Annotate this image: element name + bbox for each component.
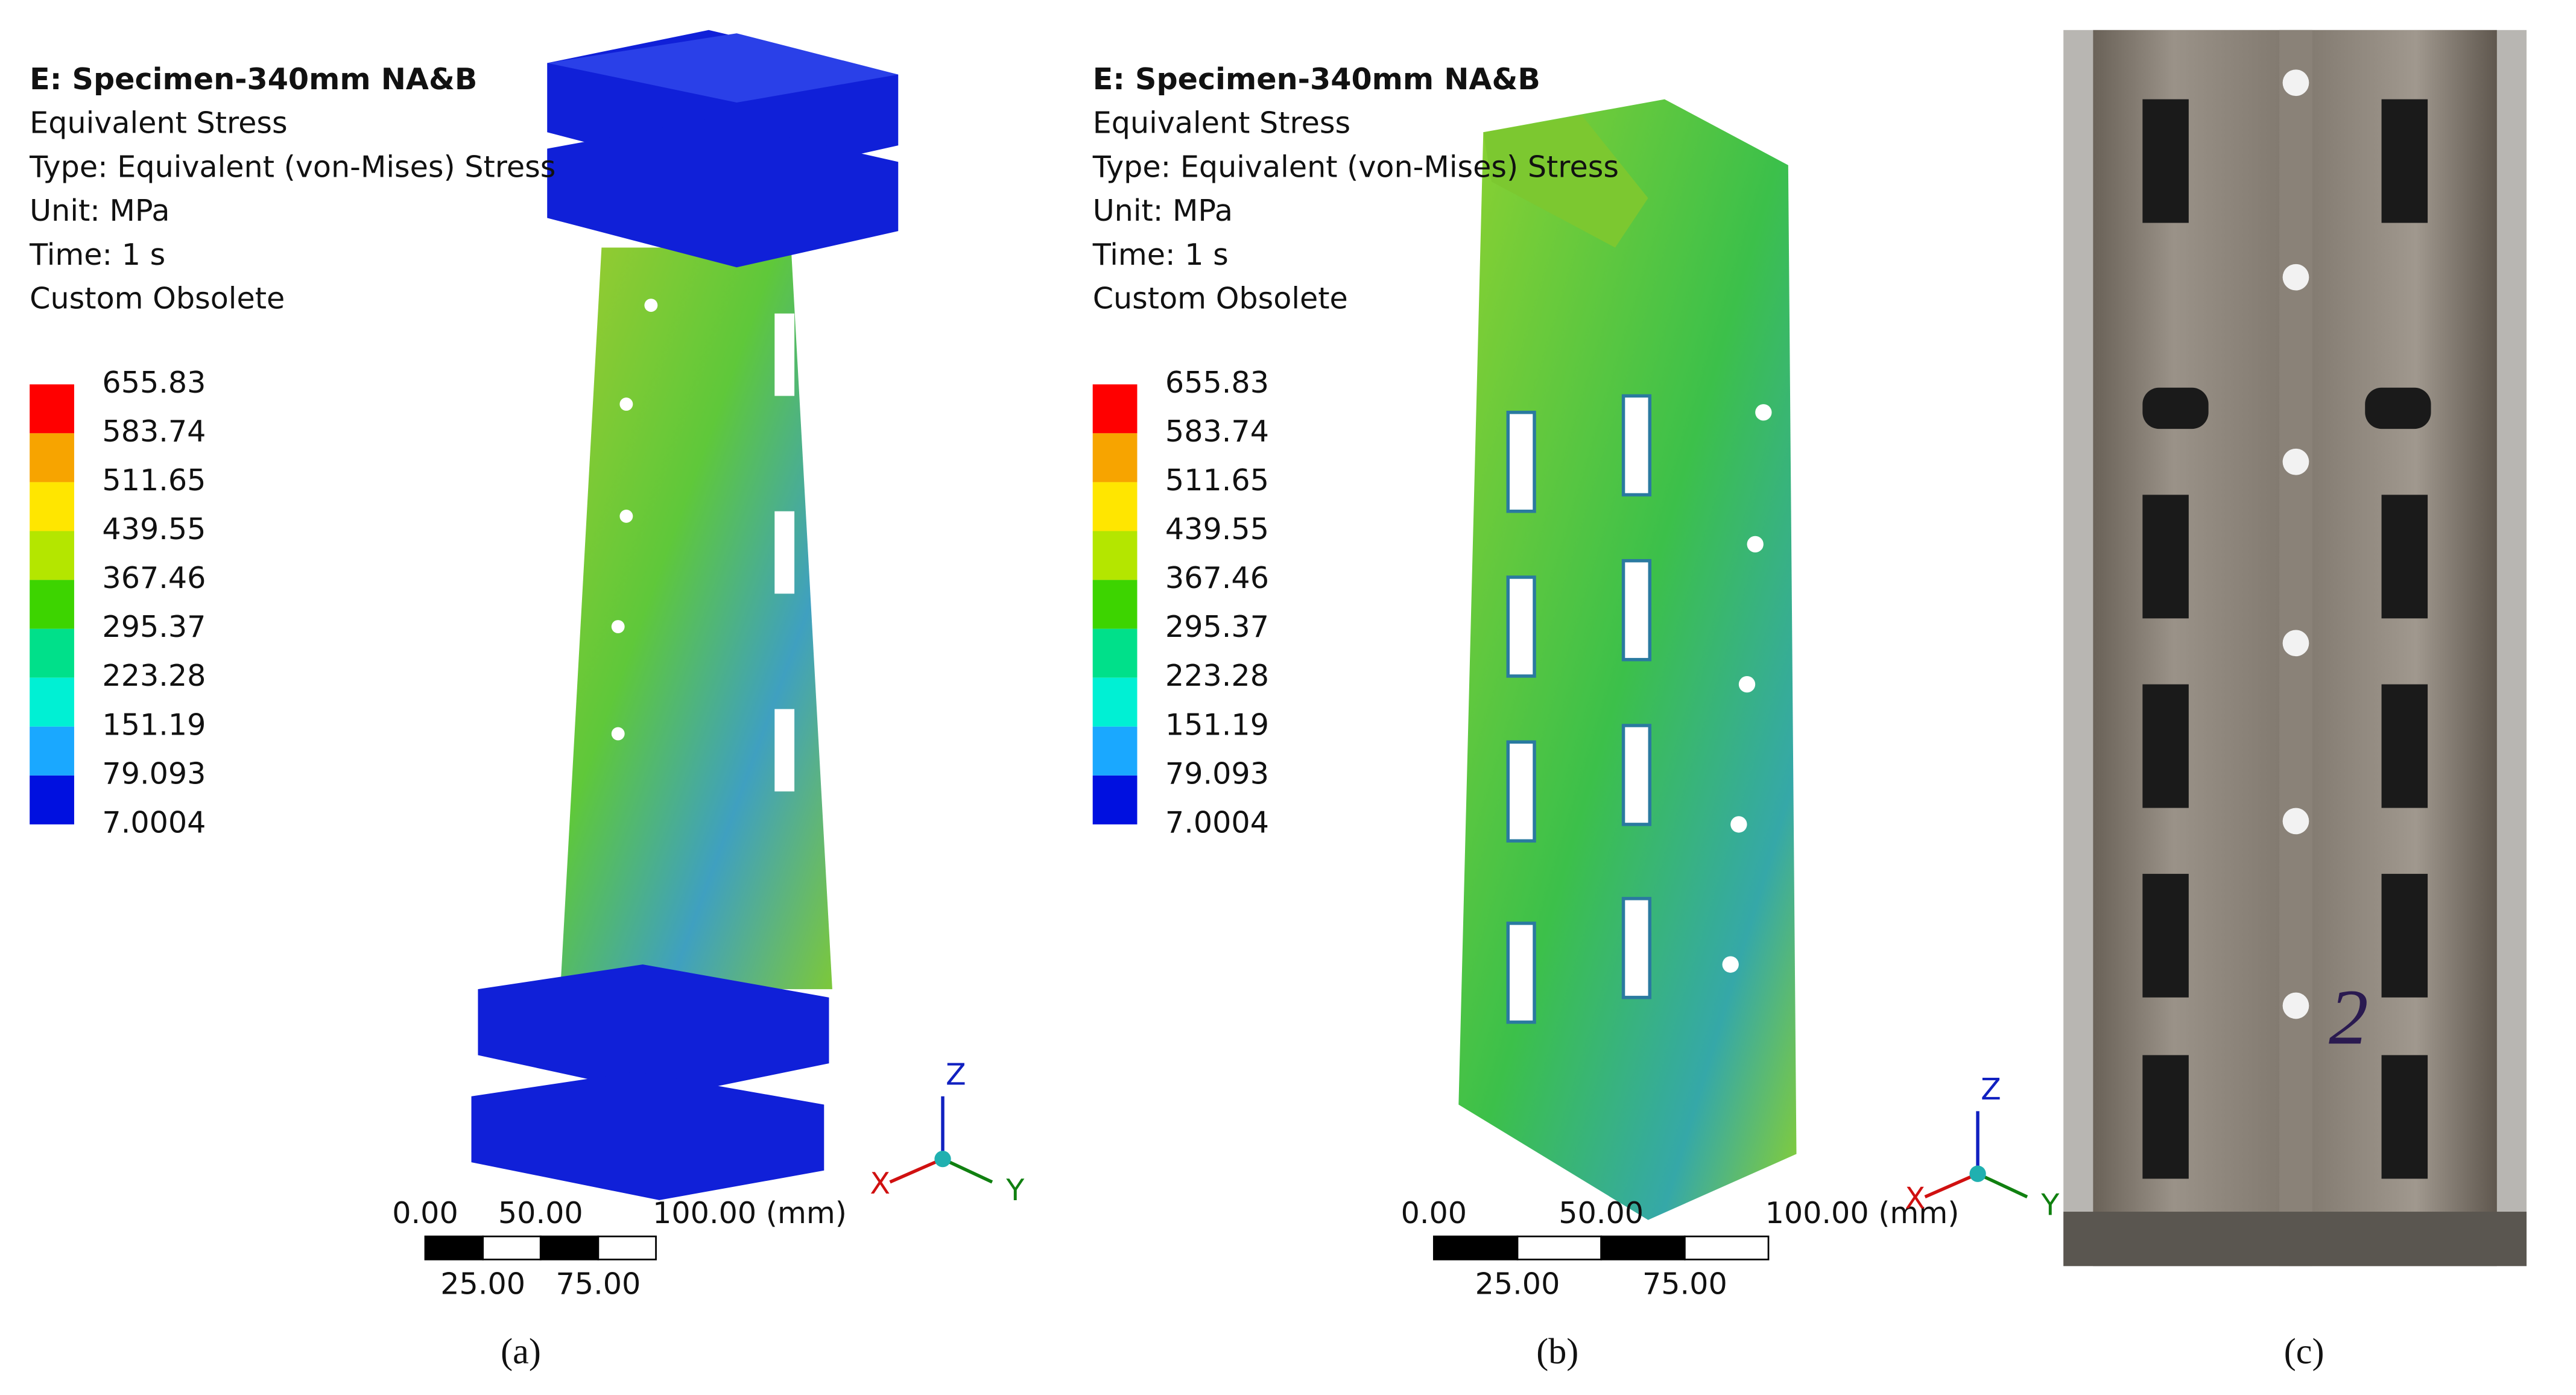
legend-value: 295.37 xyxy=(102,609,206,644)
handwritten-mark: 2 xyxy=(2329,973,2369,1061)
legend-swatch xyxy=(30,775,74,824)
scale-segment xyxy=(1432,1235,1519,1261)
scale-segment xyxy=(539,1235,600,1261)
legend-swatch xyxy=(1092,482,1138,531)
legend-swatch xyxy=(1092,775,1138,824)
header-line: Time: 1 s xyxy=(1092,237,1229,272)
header-line: Unit: MPa xyxy=(30,193,169,228)
caption: (c) xyxy=(2284,1332,2324,1372)
axis-y xyxy=(1976,1172,2028,1198)
header-line: Equivalent Stress xyxy=(30,106,287,141)
header-line: Type: Equivalent (von-Mises) Stress xyxy=(1092,149,1619,184)
axis-x xyxy=(889,1157,944,1184)
axis-origin xyxy=(934,1150,951,1168)
legend-value: 583.74 xyxy=(1165,414,1269,449)
legend-swatch xyxy=(30,580,74,629)
header-line: Time: 1 s xyxy=(29,237,165,272)
legend-value: 223.28 xyxy=(102,658,206,693)
axis-label: Y xyxy=(2040,1187,2060,1222)
scale-label: 50.00 xyxy=(498,1195,583,1230)
legend-value: 295.37 xyxy=(1165,609,1269,644)
scale-segment xyxy=(424,1235,484,1261)
legend-swatch xyxy=(30,628,74,678)
axis-label: Z xyxy=(946,1057,966,1092)
legend-swatch xyxy=(1092,628,1138,678)
axis-x xyxy=(1924,1172,1979,1198)
legend-swatch xyxy=(1092,580,1138,629)
legend-value: 511.65 xyxy=(1165,463,1269,498)
legend-value: 79.093 xyxy=(102,756,206,791)
axis-label: X xyxy=(1905,1180,1925,1215)
scale-segment xyxy=(1516,1235,1603,1261)
legend-swatch xyxy=(30,433,74,482)
legend-value: 439.55 xyxy=(102,511,206,546)
scale-segment xyxy=(597,1235,657,1261)
legend-value: 655.83 xyxy=(1165,365,1269,400)
axis-origin xyxy=(1969,1165,1986,1182)
scale-label: 100.00 (mm) xyxy=(653,1195,847,1230)
legend-value: 367.46 xyxy=(102,560,206,595)
legend-value: 583.74 xyxy=(102,414,206,449)
scale-segment xyxy=(1683,1235,1770,1261)
legend-swatch xyxy=(30,726,74,776)
legend-swatch xyxy=(30,677,74,727)
legend-value: 367.46 xyxy=(1165,560,1269,595)
axis-label: X xyxy=(870,1166,890,1201)
header-title: E: Specimen-340mm NA&B xyxy=(30,62,477,96)
legend-value: 7.0004 xyxy=(1165,805,1269,840)
axis-y xyxy=(941,1157,993,1184)
scale-label: 75.00 xyxy=(556,1267,641,1302)
scale-label: 25.00 xyxy=(1475,1267,1560,1302)
scale-label: 25.00 xyxy=(440,1267,525,1302)
legend-value: 439.55 xyxy=(1165,511,1269,546)
legend-value: 79.093 xyxy=(1165,756,1269,791)
legend-value: 223.28 xyxy=(1165,658,1269,693)
axis-label: Y xyxy=(1005,1172,1025,1207)
scale-label: 0.00 xyxy=(1401,1195,1467,1230)
caption: (b) xyxy=(1536,1332,1578,1372)
header-line: Type: Equivalent (von-Mises) Stress xyxy=(29,149,555,184)
header-line: Unit: MPa xyxy=(1093,193,1233,228)
axis-label: Z xyxy=(1981,1072,2001,1107)
scale-label: 100.00 (mm) xyxy=(1765,1195,1960,1230)
scale-segment xyxy=(1600,1235,1686,1261)
scale-label: 0.00 xyxy=(392,1195,458,1230)
legend-value: 151.19 xyxy=(1165,707,1269,742)
header-title: E: Specimen-340mm NA&B xyxy=(1093,62,1540,96)
legend-value: 7.0004 xyxy=(102,805,206,840)
legend-swatch xyxy=(30,384,74,434)
photo: 2 xyxy=(2063,30,2527,1267)
scale-label: 75.00 xyxy=(1642,1267,1727,1302)
legend-value: 151.19 xyxy=(102,707,206,742)
header-line: Equivalent Stress xyxy=(1093,106,1350,141)
header-line: Custom Obsolete xyxy=(30,280,285,315)
scale-label: 50.00 xyxy=(1559,1195,1644,1230)
legend-swatch xyxy=(30,531,74,580)
legend-swatch xyxy=(1092,531,1138,580)
legend-swatch xyxy=(1092,726,1138,776)
legend-value: 511.65 xyxy=(102,463,206,498)
scale-segment xyxy=(482,1235,542,1261)
fea-model-b xyxy=(1458,99,1797,1220)
legend-swatch xyxy=(1092,384,1138,434)
legend-swatch xyxy=(30,482,74,531)
legend-swatch xyxy=(1092,433,1138,482)
legend-value: 655.83 xyxy=(102,365,206,400)
legend-swatch xyxy=(1092,677,1138,727)
header-line: Custom Obsolete xyxy=(1093,280,1348,315)
caption: (a) xyxy=(501,1332,541,1372)
fea-model-a xyxy=(471,30,899,1200)
